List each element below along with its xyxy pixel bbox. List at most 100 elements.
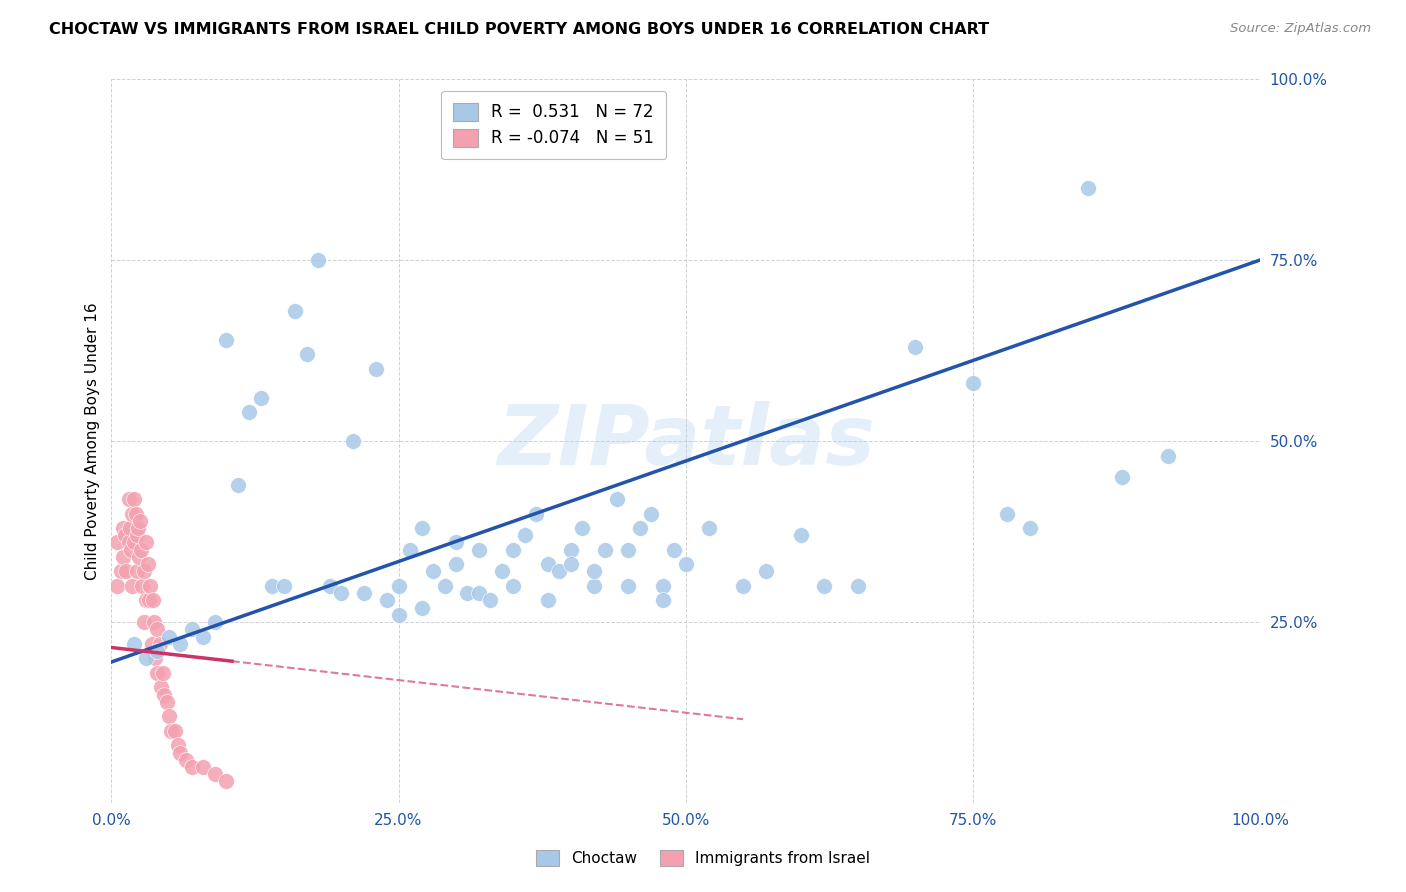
Point: [167, 739, 190, 753]
Point: [548, 565, 571, 579]
Point: [146, 665, 169, 680]
Point: [111, 521, 134, 535]
Point: [146, 623, 169, 637]
Point: [157, 630, 180, 644]
Point: [174, 753, 197, 767]
Y-axis label: Child Poverty Among Boys Under 16: Child Poverty Among Boys Under 16: [86, 302, 100, 580]
Point: [121, 507, 143, 521]
Point: [595, 542, 617, 557]
Point: [215, 774, 238, 789]
Point: [353, 586, 375, 600]
Point: [375, 593, 398, 607]
Point: [114, 528, 136, 542]
Point: [502, 542, 524, 557]
Point: [131, 579, 153, 593]
Point: [582, 579, 605, 593]
Point: [204, 767, 226, 781]
Point: [399, 542, 422, 557]
Point: [169, 637, 191, 651]
Point: [129, 542, 152, 557]
Point: [111, 549, 134, 564]
Point: [1077, 180, 1099, 194]
Point: [125, 528, 148, 542]
Point: [215, 333, 238, 347]
Point: [142, 593, 165, 607]
Point: [755, 565, 778, 579]
Point: [135, 593, 157, 607]
Point: [124, 535, 146, 549]
Point: [491, 565, 513, 579]
Point: [139, 579, 162, 593]
Point: [651, 579, 673, 593]
Point: [330, 586, 353, 600]
Point: [1157, 449, 1180, 463]
Point: [125, 565, 148, 579]
Point: [180, 760, 202, 774]
Point: [180, 623, 202, 637]
Point: [1019, 521, 1042, 535]
Point: [149, 637, 172, 651]
Point: [582, 565, 605, 579]
Point: [117, 535, 139, 549]
Point: [479, 593, 502, 607]
Point: [155, 695, 177, 709]
Point: [284, 303, 307, 318]
Point: [118, 521, 141, 535]
Point: [157, 709, 180, 723]
Point: [617, 542, 640, 557]
Point: [152, 665, 174, 680]
Point: [141, 637, 163, 651]
Point: [149, 681, 172, 695]
Point: [142, 615, 165, 629]
Legend: R =  0.531   N = 72, R = -0.074   N = 51: R = 0.531 N = 72, R = -0.074 N = 51: [441, 91, 666, 159]
Point: [273, 579, 295, 593]
Point: [193, 760, 215, 774]
Point: [132, 615, 155, 629]
Point: [204, 615, 226, 629]
Point: [664, 542, 686, 557]
Point: [560, 542, 582, 557]
Point: [307, 253, 329, 268]
Point: [238, 405, 260, 419]
Point: [249, 391, 271, 405]
Legend: Choctaw, Immigrants from Israel: Choctaw, Immigrants from Israel: [529, 842, 877, 873]
Point: [138, 593, 160, 607]
Point: [962, 376, 984, 391]
Point: [846, 579, 869, 593]
Point: [136, 558, 159, 572]
Point: [789, 528, 811, 542]
Point: [153, 688, 176, 702]
Point: [502, 579, 524, 593]
Point: [128, 549, 150, 564]
Point: [422, 565, 444, 579]
Point: [115, 565, 138, 579]
Point: [169, 746, 191, 760]
Point: [571, 521, 593, 535]
Point: [456, 586, 478, 600]
Point: [121, 579, 143, 593]
Point: [813, 579, 835, 593]
Point: [468, 542, 491, 557]
Text: CHOCTAW VS IMMIGRANTS FROM ISRAEL CHILD POVERTY AMONG BOYS UNDER 16 CORRELATION : CHOCTAW VS IMMIGRANTS FROM ISRAEL CHILD …: [49, 22, 990, 37]
Point: [342, 434, 364, 449]
Point: [124, 637, 146, 651]
Point: [160, 723, 183, 738]
Point: [387, 607, 409, 622]
Point: [124, 507, 146, 521]
Point: [262, 579, 284, 593]
Point: [995, 507, 1018, 521]
Point: [146, 644, 169, 658]
Point: [120, 542, 142, 557]
Point: [640, 507, 662, 521]
Point: [628, 521, 651, 535]
Point: [617, 579, 640, 593]
Point: [675, 558, 697, 572]
Text: ZIPatlas: ZIPatlas: [496, 401, 875, 482]
Text: Source: ZipAtlas.com: Source: ZipAtlas.com: [1230, 22, 1371, 36]
Point: [513, 528, 536, 542]
Point: [537, 593, 560, 607]
Point: [110, 565, 132, 579]
Point: [411, 600, 433, 615]
Point: [444, 558, 467, 572]
Point: [163, 723, 186, 738]
